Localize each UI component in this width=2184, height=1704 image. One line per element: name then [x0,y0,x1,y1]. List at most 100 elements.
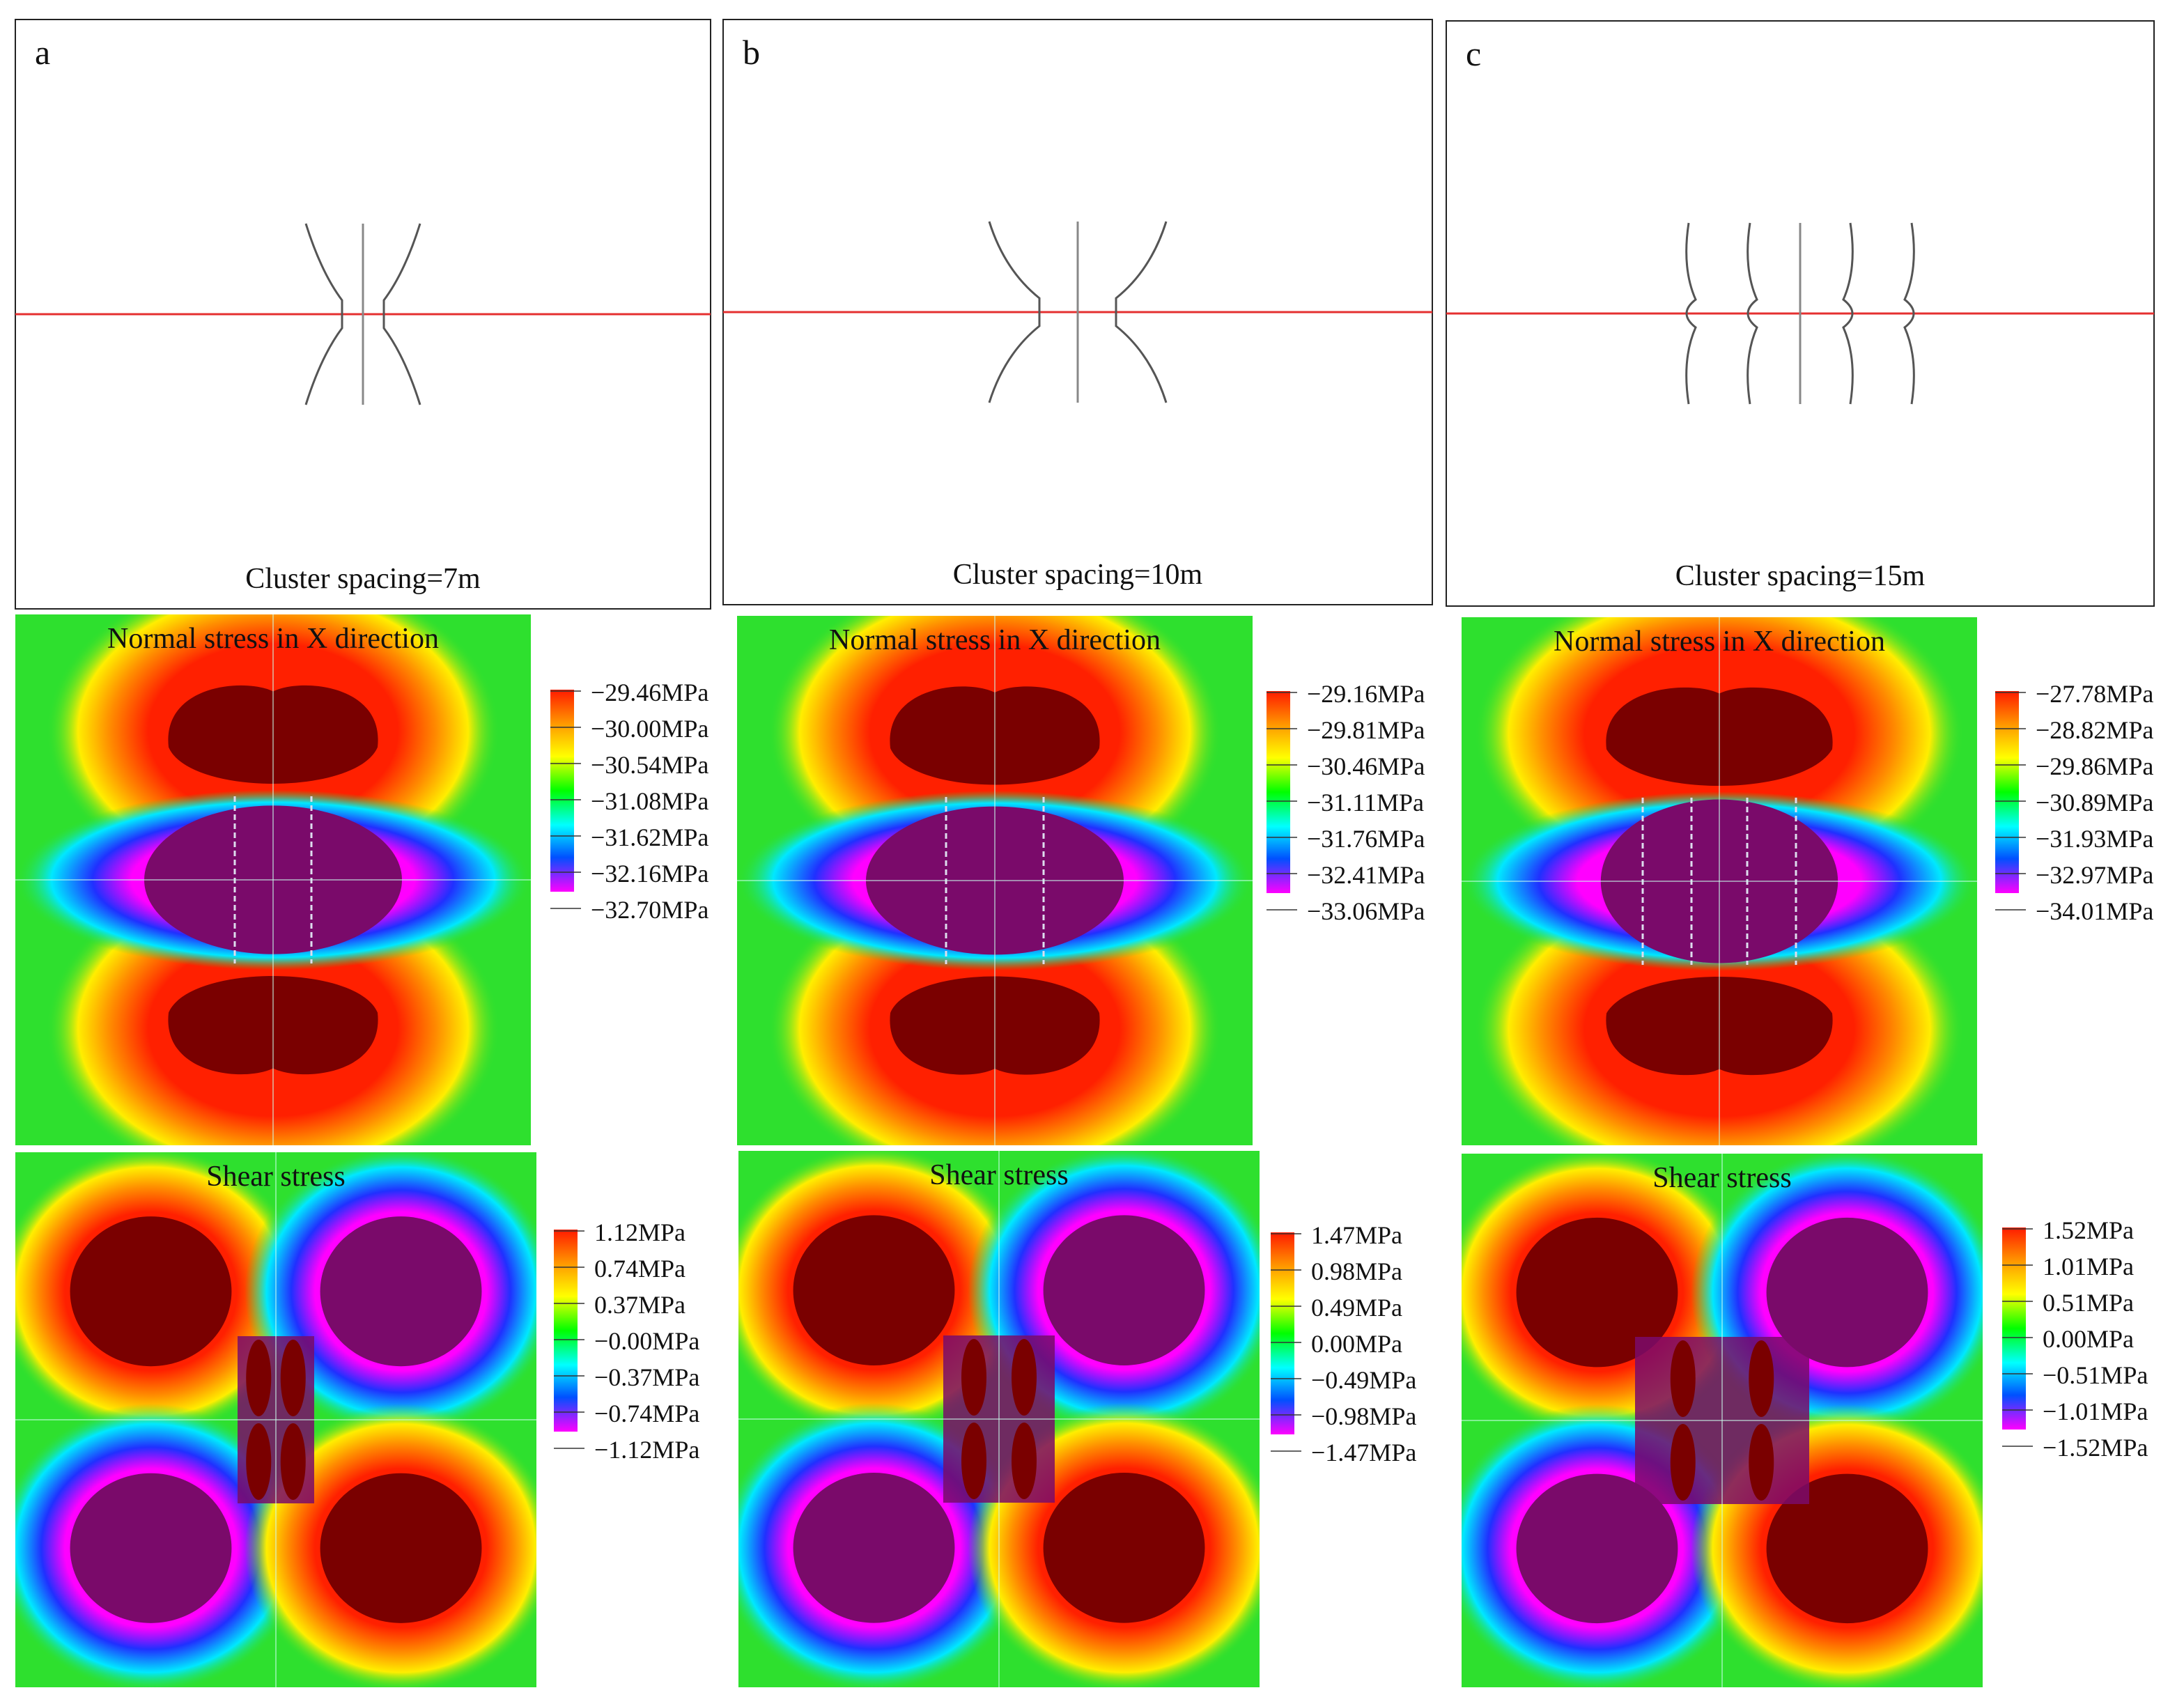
colorbar-label: −30.54MPa [591,751,708,779]
fracture-zone-lobe [1670,1340,1696,1417]
stress-field [1462,617,1977,1145]
fracture-zone-lobe [961,1339,986,1416]
colorbar-label: 0.37MPa [594,1291,686,1319]
negative-peak-lobe [70,1473,232,1623]
fracture-zone-lobe [1749,1340,1774,1417]
colorbar [1271,1232,1294,1434]
outer-fracture-line [1115,221,1168,403]
outer-fracture-line [1685,222,1697,405]
colorbar [550,690,574,892]
colorbar-label: −0.49MPa [1311,1366,1416,1394]
colorbar-label: −0.98MPa [1311,1402,1416,1430]
shear-stress-plot-b: Shear stress [738,1151,1260,1687]
colorbar-label: 0.00MPa [2043,1325,2134,1353]
colorbar-label: −32.16MPa [591,860,708,888]
fracture-panel-b: b Cluster spacing=10m [722,19,1433,605]
stress-field [737,616,1253,1145]
panel-label: a [35,33,50,72]
plot-title: Shear stress [206,1161,345,1193]
colorbar-label: −32.41MPa [1307,861,1425,889]
normal-stress-legend: −29.46MPa −30.00MPa −30.54MPa −31.08MPa −31.… [550,679,708,924]
colorbar-label: −0.00MPa [594,1327,699,1355]
normal-stress-plot-c: Normal stress in X direction [1462,617,1977,1145]
colorbar-label: −33.06MPa [1307,897,1425,925]
fracture-zone-lobe [246,1340,272,1416]
normal-stress-legend: −27.78MPa −28.82MPa −29.86MPa −30.89MPa −31.… [1995,680,2153,925]
positive-peak-lobe [320,1473,482,1623]
positive-peak-lobe [1043,1473,1205,1623]
colorbar-label: 0.98MPa [1311,1257,1402,1285]
colorbar-label: 1.01MPa [2043,1253,2134,1280]
fracture-zone-lobe [246,1423,272,1500]
plot-title: Normal stress in X direction [829,624,1161,656]
colorbar-label: −1.12MPa [594,1436,699,1464]
stress-field [15,614,531,1145]
colorbar [2002,1227,2026,1430]
panel-label: c [1466,34,1481,73]
colorbar-label: −31.08MPa [591,787,708,815]
negative-peak-lobe [1516,1473,1678,1624]
colorbar-label: −28.82MPa [2036,716,2153,744]
stress-field [1462,1154,1983,1687]
plot-title: Normal stress in X direction [1554,626,1885,658]
colorbar-label: −29.46MPa [591,679,708,706]
colorbar [554,1230,578,1432]
normal-stress-plot-b: Normal stress in X direction [737,616,1253,1145]
shear-stress-plot-a: Shear stress [15,1152,536,1687]
positive-peak-lobe [1766,1473,1928,1624]
colorbar-label: −31.76MPa [1307,825,1425,853]
colorbar-label: −29.16MPa [1307,680,1425,708]
fracture-zone-lobe [1012,1423,1037,1499]
outer-fracture-line [1842,222,1854,405]
stress-field [738,1151,1260,1687]
plot-title: Shear stress [1652,1162,1791,1194]
panel-label: b [743,33,760,72]
shear-stress-plot-c: Shear stress [1462,1154,1983,1687]
colorbar-label: 0.49MPa [1311,1294,1402,1322]
normal-stress-legend: −29.16MPa −29.81MPa −30.46MPa −31.11MPa −31.… [1267,680,1425,925]
shear-stress-legend: 1.12MPa 0.74MPa 0.37MPa −0.00MPa −0.37MPa −0.… [554,1218,699,1464]
positive-peak-lobe [1516,1217,1678,1368]
outer-fracture-line [988,221,1041,403]
colorbar-label: −31.62MPa [591,823,708,851]
colorbar-label: −0.74MPa [594,1400,699,1427]
outer-fracture-line [304,223,343,405]
colorbar-label: 0.74MPa [594,1255,686,1283]
positive-peak-lobe [793,1215,955,1365]
colorbar-label: 1.12MPa [594,1218,686,1246]
colorbar-label: −1.01MPa [2043,1397,2148,1425]
colorbar-label: −0.51MPa [2043,1361,2148,1389]
outer-fracture-line [1747,222,1758,405]
negative-peak-lobe [1766,1217,1928,1368]
positive-peak-lobe [70,1216,232,1367]
colorbar-label: −1.47MPa [1311,1439,1416,1466]
shear-stress-legend: 1.52MPa 1.01MPa 0.51MPa 0.00MPa −0.51MPa −1.0… [2002,1216,2148,1462]
plot-title: Shear stress [929,1159,1068,1191]
colorbar-label: −27.78MPa [2036,680,2153,708]
colorbar-label: 1.47MPa [1311,1221,1402,1249]
colorbar-label: −29.81MPa [1307,716,1425,744]
fracture-zone-lobe [1670,1424,1696,1501]
colorbar [1995,691,2019,893]
fracture-panel-c: c Cluster spacing=15m [1446,20,2155,607]
colorbar-label: −30.46MPa [1307,752,1425,780]
colorbar-label: −31.93MPa [2036,825,2153,853]
outer-fracture-line [382,223,421,405]
colorbar-label: −30.00MPa [591,715,708,743]
cluster-spacing-caption: Cluster spacing=15m [1675,560,1926,592]
colorbar-label: −0.37MPa [594,1363,699,1391]
normal-stress-plot-a: Normal stress in X direction [15,614,531,1145]
fracture-panel-a: a Cluster spacing=7m [15,19,711,610]
colorbar-label: −32.97MPa [2036,861,2153,889]
negative-peak-lobe [1043,1215,1205,1365]
negative-peak-lobe [320,1216,482,1367]
cluster-spacing-caption: Cluster spacing=7m [245,563,481,595]
fracture-zone-lobe [961,1423,986,1499]
colorbar [1267,691,1290,893]
colorbar-label: −31.11MPa [1307,789,1424,816]
colorbar-label: −29.86MPa [2036,752,2153,780]
outer-fracture-line [1903,222,1915,405]
colorbar-label: −34.01MPa [2036,897,2153,925]
